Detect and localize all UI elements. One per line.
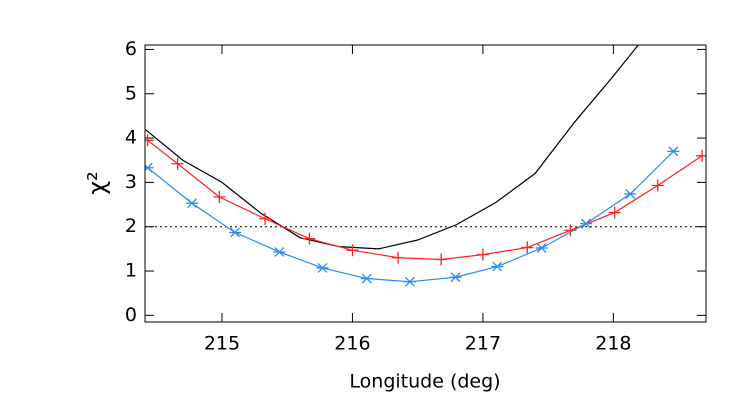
marker [651, 179, 664, 192]
y-tick-label: 3 [125, 171, 137, 193]
y-tick-label: 4 [125, 127, 137, 149]
y-tick-label: 5 [125, 82, 137, 104]
marker [229, 227, 242, 238]
y-tick-label: 0 [125, 304, 137, 326]
series-line [145, 45, 640, 250]
plot-area [145, 45, 706, 287]
marker [392, 251, 405, 264]
x-axis-label: Longitude (deg) [349, 371, 500, 393]
marker [346, 244, 359, 257]
marker [435, 253, 448, 266]
marker [185, 198, 198, 209]
marker [449, 272, 462, 283]
marker [579, 218, 592, 229]
x-tick-label: 215 [204, 333, 240, 355]
marker [535, 243, 548, 253]
marker [171, 157, 184, 170]
series-line [147, 139, 703, 261]
marker [696, 149, 706, 162]
marker [521, 241, 534, 254]
marker [259, 212, 272, 225]
marker [145, 162, 154, 173]
x-tick-label: 217 [465, 333, 501, 355]
y-axis-label: χ² [83, 171, 111, 194]
marker [213, 191, 226, 204]
marker [491, 261, 504, 272]
marker [316, 262, 329, 273]
marker [273, 247, 286, 257]
x-tick-label: 218 [595, 333, 631, 355]
plot-frame [144, 44, 707, 323]
x-tick-label: 216 [334, 333, 370, 355]
series-line [147, 150, 674, 283]
marker [403, 276, 416, 287]
marker [145, 134, 154, 147]
marker [667, 146, 680, 157]
marker [476, 248, 489, 261]
marker [624, 188, 637, 199]
y-tick-label: 2 [125, 215, 137, 237]
y-tick-label: 6 [125, 38, 137, 60]
marker [360, 273, 373, 284]
marker [608, 206, 621, 219]
y-tick-label: 1 [125, 260, 137, 282]
marker [303, 232, 316, 245]
